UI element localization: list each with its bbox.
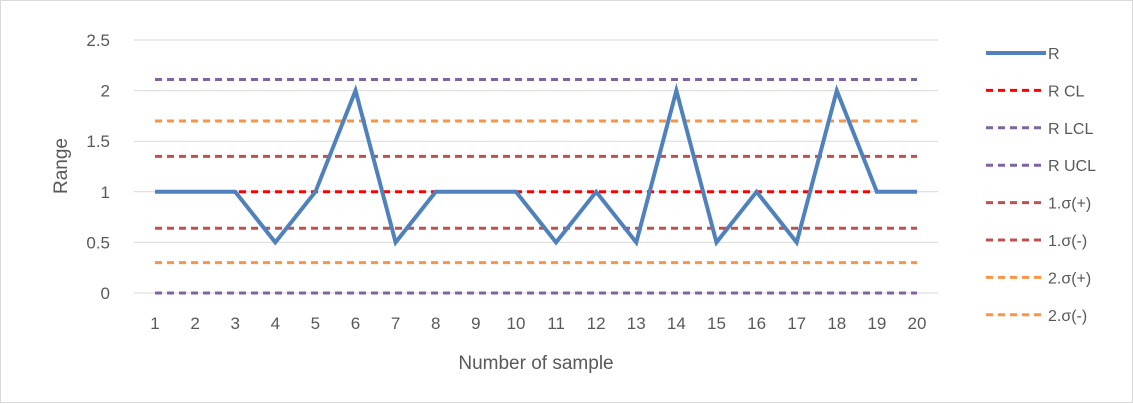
x-tick-label: 4 — [271, 314, 280, 333]
x-tick-label: 18 — [827, 314, 846, 333]
y-tick-label: 0 — [101, 284, 110, 303]
x-tick-label: 5 — [311, 314, 320, 333]
y-axis-title: Range — [51, 138, 72, 194]
x-tick-label: 16 — [747, 314, 766, 333]
y-tick-label: 0.5 — [86, 233, 110, 252]
legend: R R CL R LCL R UCL 1.σ(+) 1.σ(-) 2.σ(+) 2.σ(-) — [986, 46, 1096, 325]
y-tick-label: 2.5 — [86, 31, 110, 50]
x-tick-label: 6 — [351, 314, 360, 333]
x-tick-label: 3 — [230, 314, 239, 333]
x-axis-title: Number of sample — [458, 353, 613, 374]
x-tick-label: 1 — [150, 314, 159, 333]
plot-area — [155, 79, 917, 293]
y-tick-label: 2 — [101, 82, 110, 101]
legend-label: 2.σ(+) — [1048, 270, 1091, 287]
legend-label: R LCL — [1048, 121, 1093, 138]
legend-label: R UCL — [1048, 158, 1096, 175]
x-tick-label: 12 — [587, 314, 606, 333]
legend-label: 1.σ(+) — [1048, 196, 1091, 213]
x-tick-label: 11 — [547, 314, 565, 333]
x-tick-label: 15 — [707, 314, 726, 333]
x-tick-label: 2 — [190, 314, 199, 333]
x-tick-label: 9 — [471, 314, 480, 333]
x-tick-label: 19 — [867, 314, 886, 333]
legend-label: 2.σ(-) — [1048, 308, 1087, 325]
y-tick-label: 1 — [101, 183, 110, 202]
y-tick-label: 1.5 — [86, 132, 110, 151]
x-tick-label: 20 — [908, 314, 927, 333]
x-tick-label: 10 — [506, 314, 525, 333]
x-tick-label: 17 — [787, 314, 806, 333]
y-axis-ticks: 0 0.5 1 1.5 2 2.5 — [86, 31, 110, 303]
series-line-r — [155, 91, 917, 243]
legend-label: 1.σ(-) — [1048, 233, 1087, 250]
x-tick-label: 7 — [391, 314, 400, 333]
x-tick-label: 14 — [667, 314, 686, 333]
x-tick-label: 8 — [431, 314, 440, 333]
legend-label: R — [1048, 46, 1060, 63]
x-tick-label: 13 — [627, 314, 646, 333]
legend-label: R CL — [1048, 83, 1085, 100]
